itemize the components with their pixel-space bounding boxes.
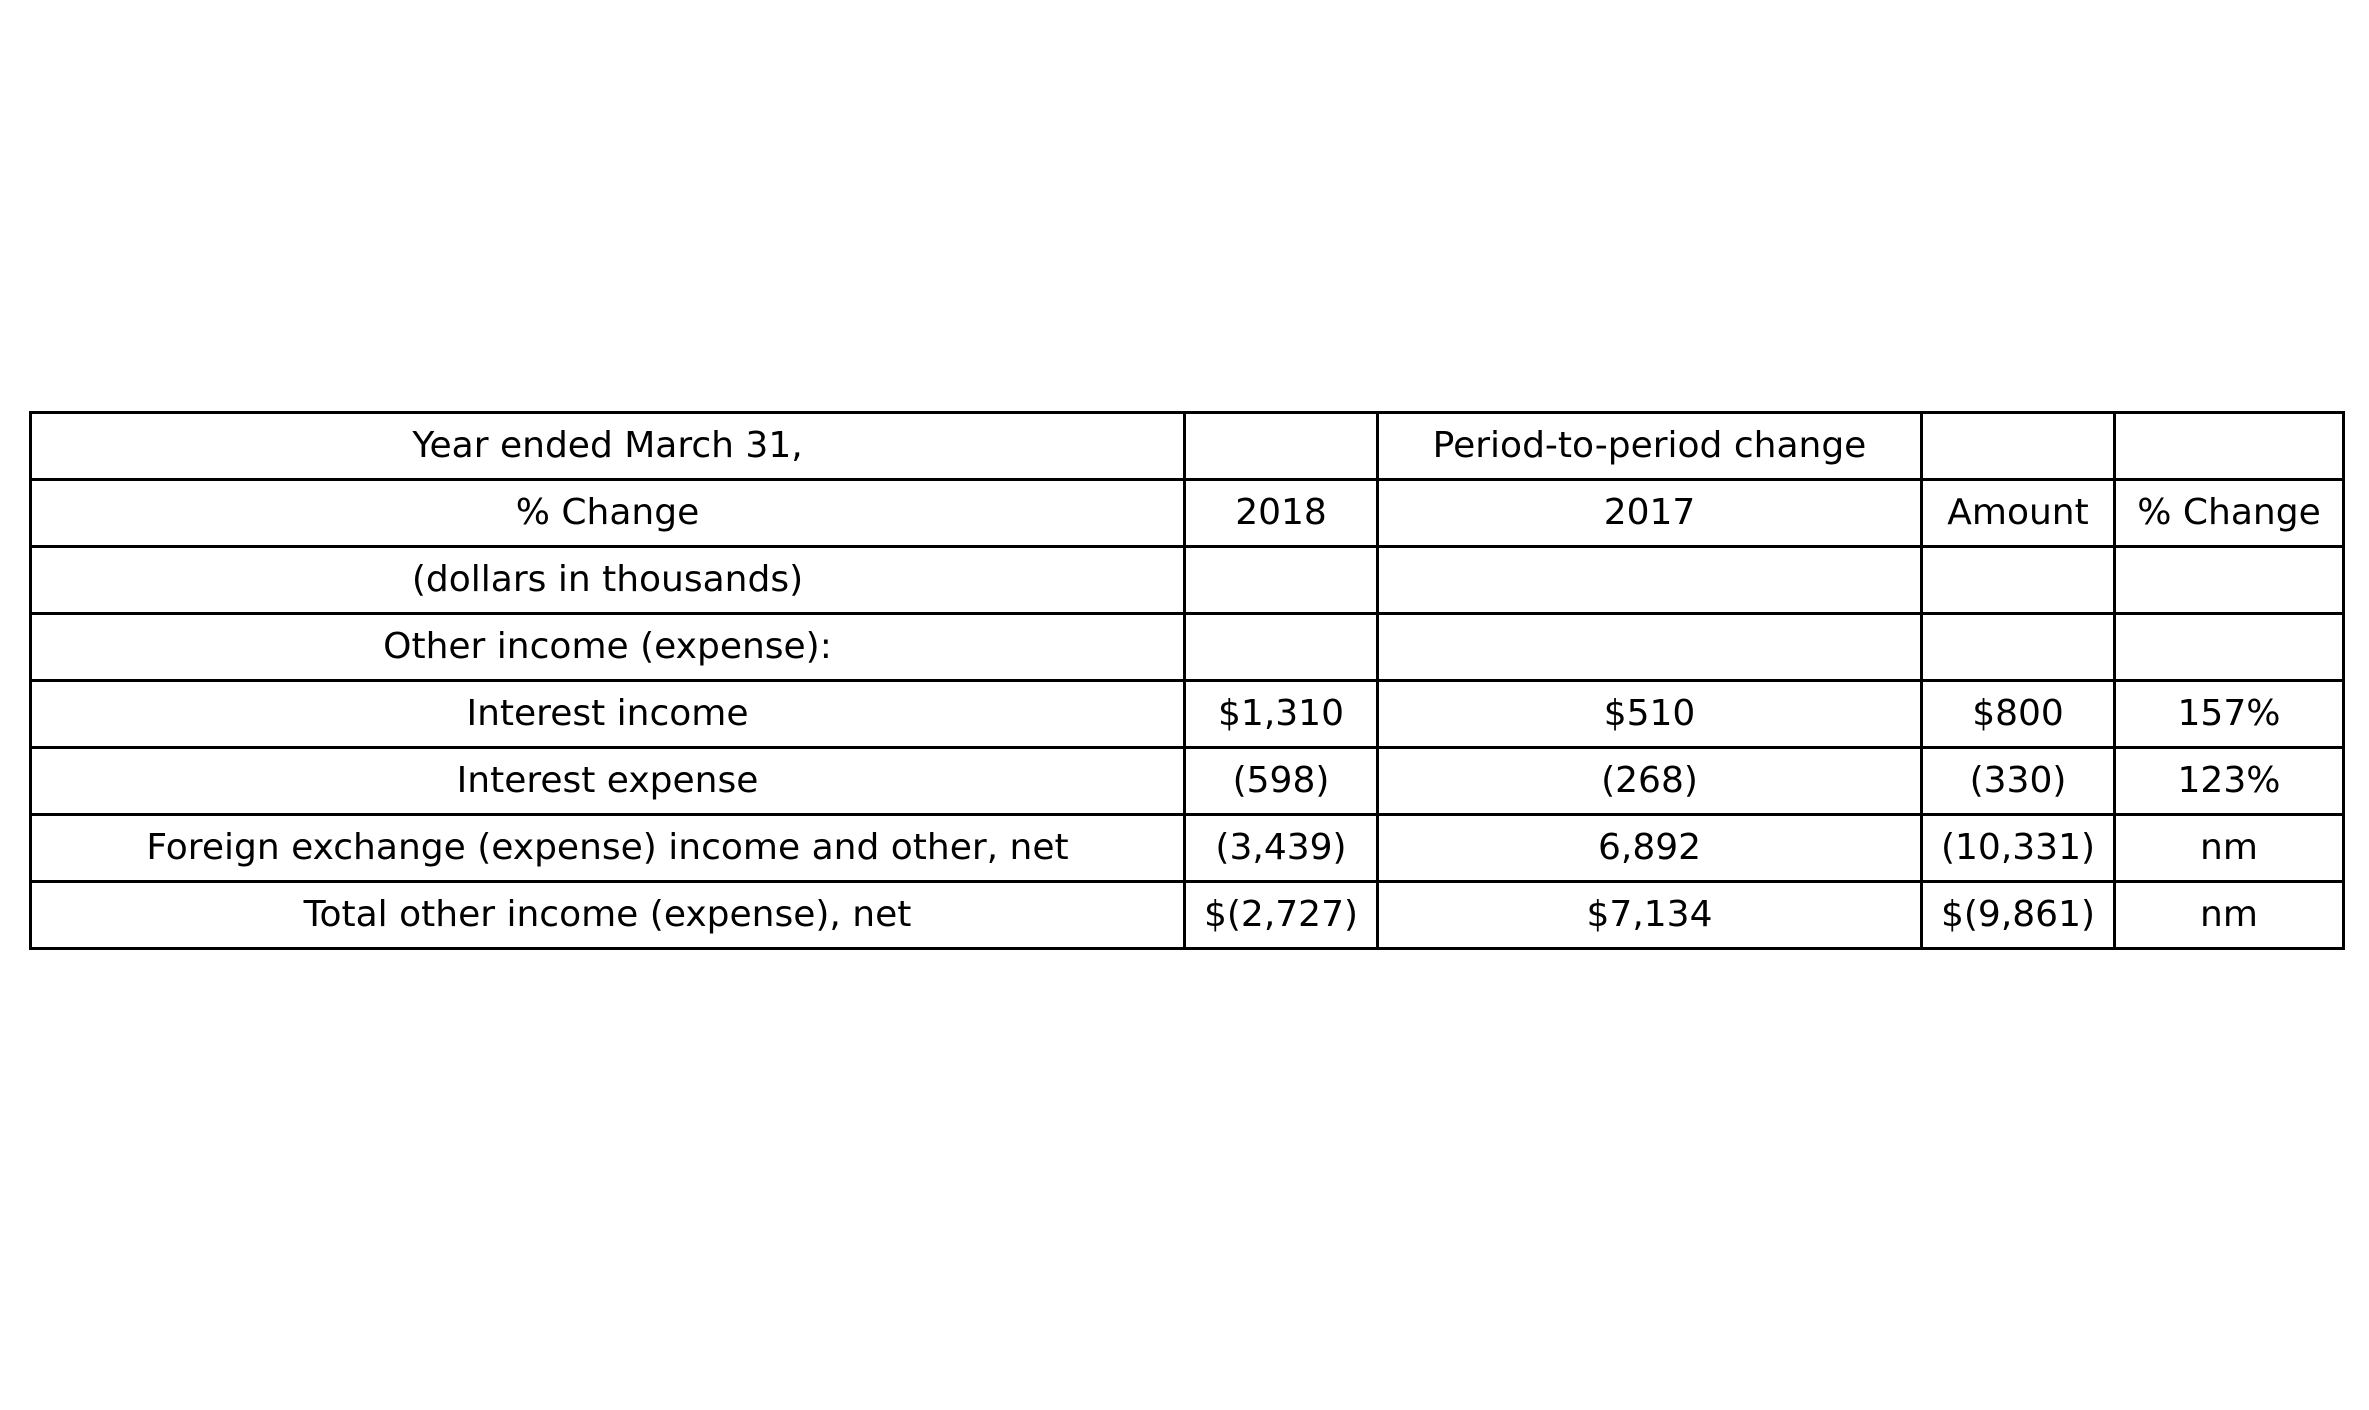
table-cell: nm [2113,880,2345,950]
financial-table-container: Year ended March 31, Period-to-period ch… [29,411,2345,950]
table-cell: nm [2113,813,2345,883]
table-cell: 2018 [1183,478,1379,548]
table-row: Interest expense (598) (268) (330) 123% [29,746,2345,816]
table-row: Interest income $1,310 $510 $800 157% [29,679,2345,749]
table-row: Other income (expense): [29,612,2345,682]
table-cell [1183,411,1379,481]
table-cell: Interest income [29,679,1186,749]
table-cell [2113,612,2345,682]
table-cell: 2017 [1376,478,1923,548]
table-cell: (598) [1183,746,1379,816]
table-row: Year ended March 31, Period-to-period ch… [29,411,2345,481]
table-cell: % Change [2113,478,2345,548]
table-cell [2113,545,2345,615]
table-cell [1376,545,1923,615]
table-row: Foreign exchange (expense) income and ot… [29,813,2345,883]
table-cell: Amount [1920,478,2116,548]
table-cell [2113,411,2345,481]
table-cell: Total other income (expense), net [29,880,1186,950]
table-cell: Year ended March 31, [29,411,1186,481]
table-cell: $1,310 [1183,679,1379,749]
table-cell: $800 [1920,679,2116,749]
table-cell: Interest expense [29,746,1186,816]
other-income-table: Year ended March 31, Period-to-period ch… [29,411,2345,950]
table-cell [1183,612,1379,682]
table-cell: (dollars in thousands) [29,545,1186,615]
table-cell: Foreign exchange (expense) income and ot… [29,813,1186,883]
table-row: (dollars in thousands) [29,545,2345,615]
table-cell: 123% [2113,746,2345,816]
table-cell: $510 [1376,679,1923,749]
table-cell: $(9,861) [1920,880,2116,950]
table-cell: (268) [1376,746,1923,816]
table-row: % Change 2018 2017 Amount % Change [29,478,2345,548]
table-cell [1183,545,1379,615]
table-cell: (10,331) [1920,813,2116,883]
table-cell: Other income (expense): [29,612,1186,682]
table-cell [1920,411,2116,481]
table-cell [1920,612,2116,682]
table-cell: $(2,727) [1183,880,1379,950]
table-cell [1376,612,1923,682]
table-cell: (330) [1920,746,2116,816]
table-cell: 6,892 [1376,813,1923,883]
table-cell: (3,439) [1183,813,1379,883]
table-cell: $7,134 [1376,880,1923,950]
table-cell: 157% [2113,679,2345,749]
table-cell [1920,545,2116,615]
table-cell: Period-to-period change [1376,411,1923,481]
table-row: Total other income (expense), net $(2,72… [29,880,2345,950]
table-cell: % Change [29,478,1186,548]
